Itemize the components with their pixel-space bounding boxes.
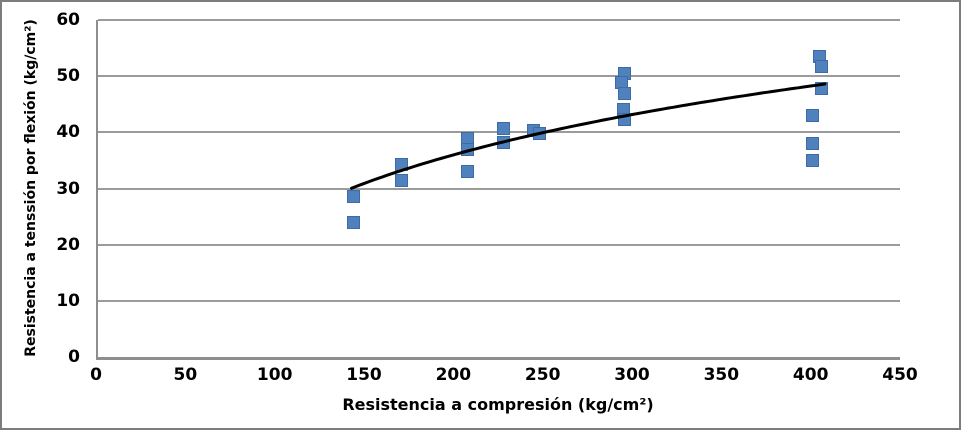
x-tick-label: 350 [703, 365, 740, 385]
x-tick-label: 200 [435, 365, 472, 385]
y-tick-label: 0 [68, 347, 80, 367]
x-axis-line [96, 357, 900, 360]
data-point-marker [461, 165, 474, 178]
data-point-marker [497, 122, 510, 135]
y-tick-label: 10 [56, 290, 80, 311]
data-point-marker [806, 154, 819, 167]
data-point-marker [347, 190, 360, 203]
x-tick-label: 150 [346, 365, 382, 385]
data-point-marker [618, 113, 631, 126]
y-tick-label: 20 [56, 234, 80, 255]
y-tick-label: 60 [56, 10, 80, 30]
y-tick-label: 40 [56, 122, 80, 143]
data-point-marker [618, 87, 631, 100]
gridline [98, 19, 900, 21]
x-tick-label: 0 [90, 365, 102, 385]
gridline [98, 75, 900, 78]
data-point-marker [815, 60, 828, 73]
gridline [98, 243, 900, 246]
data-point-marker [497, 136, 510, 149]
data-point-marker [395, 174, 408, 187]
data-point-marker [347, 216, 360, 229]
x-tick-label: 400 [792, 365, 829, 385]
y-tick-label: 50 [56, 66, 80, 87]
x-tick-label: 50 [173, 365, 198, 385]
y-axis-line [96, 20, 98, 360]
x-tick-label: 100 [256, 365, 293, 385]
data-point-marker [395, 158, 408, 171]
data-point-marker [533, 127, 546, 140]
data-point-marker [806, 109, 819, 122]
data-point-marker [461, 143, 474, 156]
x-tick-label: 450 [882, 365, 918, 385]
x-axis-title: Resistencia a compresión (kg/cm²) [342, 395, 654, 414]
x-tick-label: 250 [524, 365, 561, 385]
trendline [350, 82, 827, 190]
y-tick-label: 30 [56, 178, 80, 199]
gridline [98, 299, 900, 302]
data-point-marker [806, 137, 819, 150]
gridline [98, 187, 900, 190]
data-point-marker [815, 82, 828, 95]
x-tick-label: 300 [614, 365, 650, 385]
y-axis-title: Resistencia a tenssión por flexión (kg/c… [23, 19, 39, 357]
